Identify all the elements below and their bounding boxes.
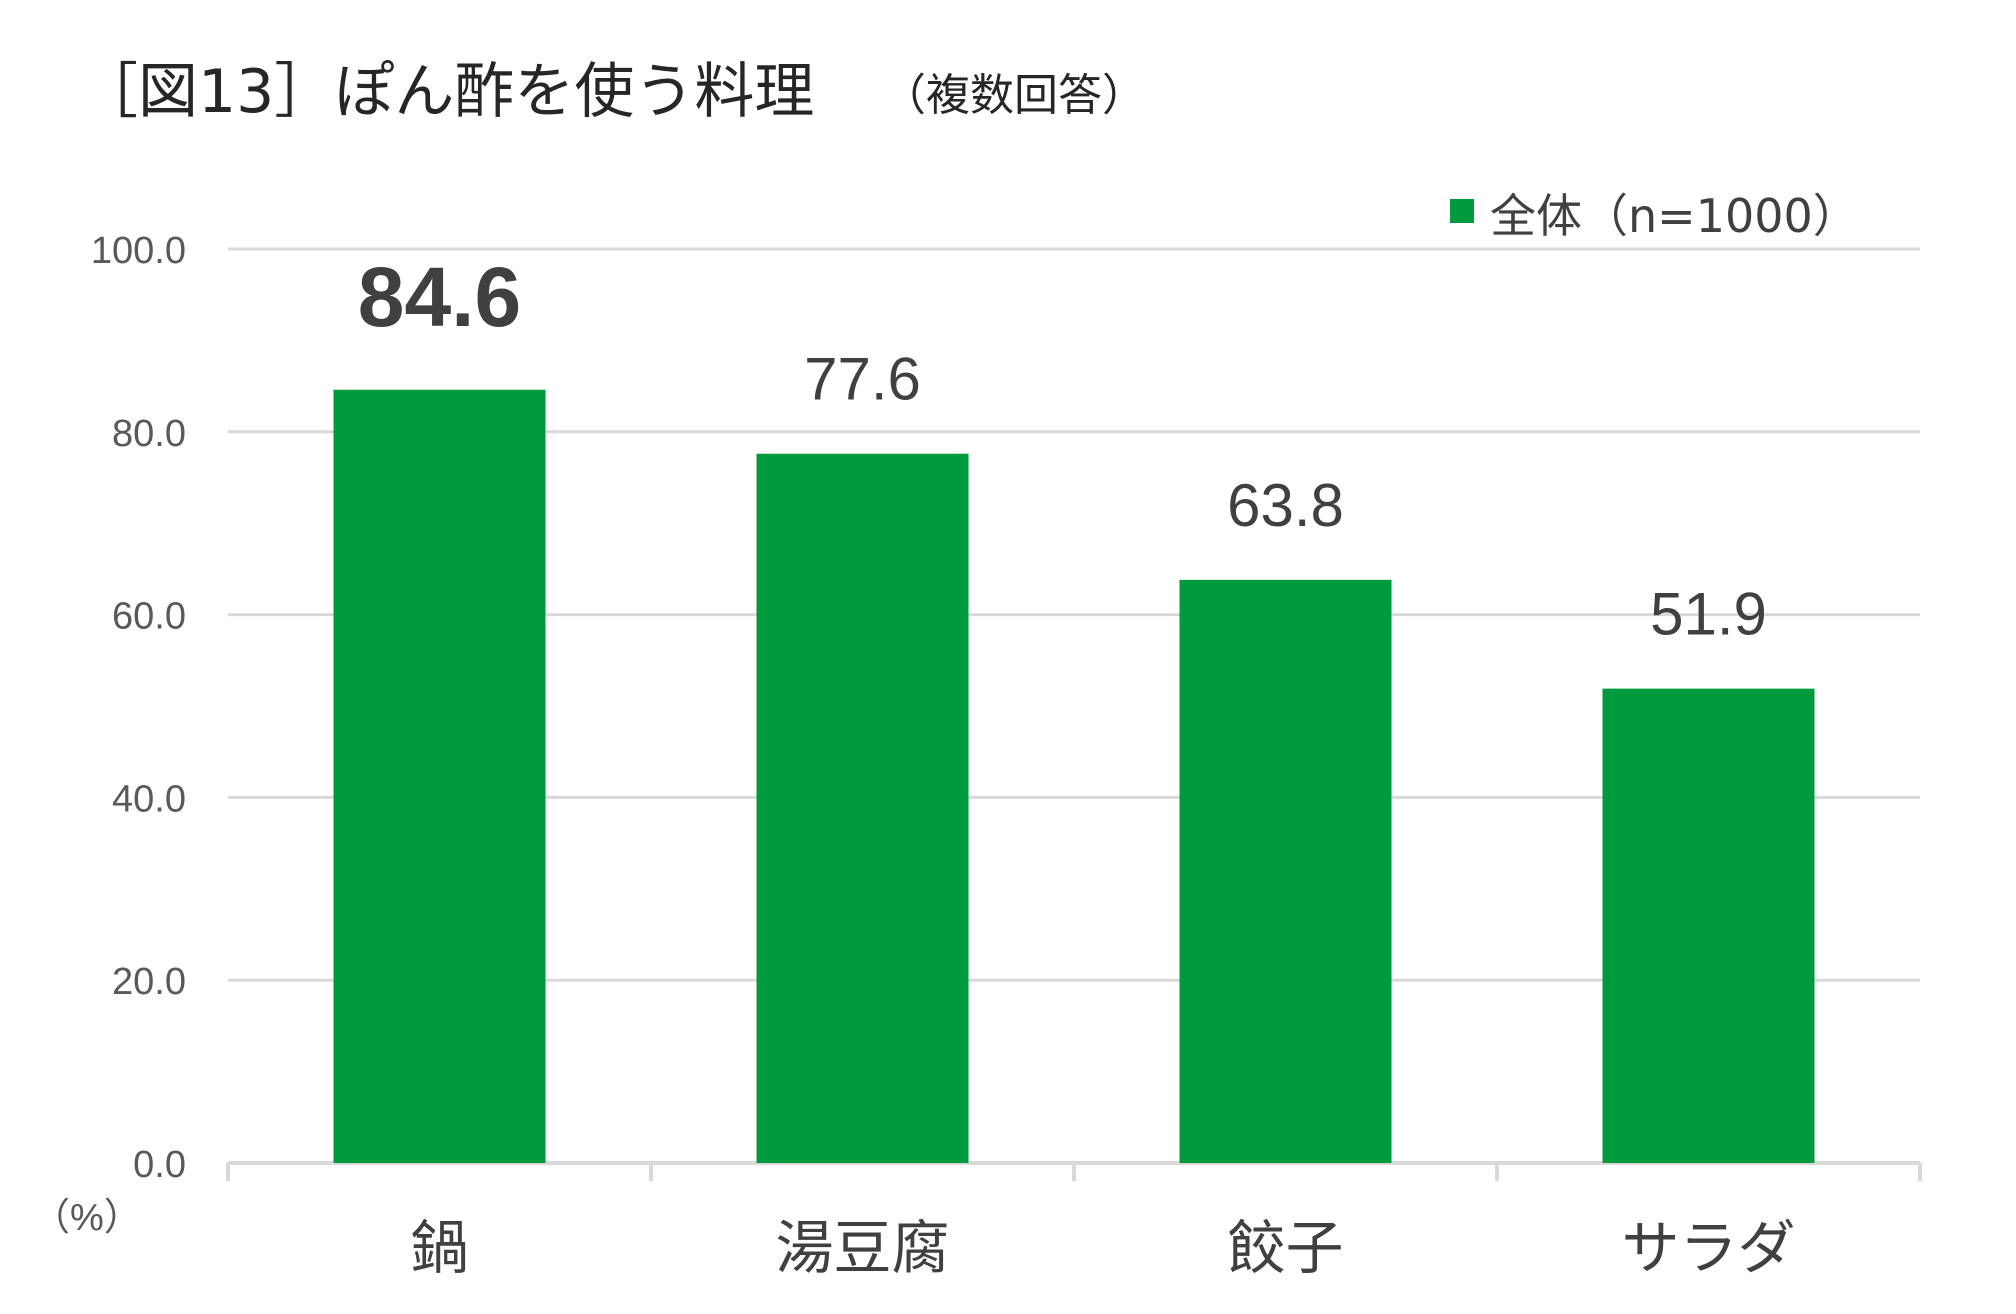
y-axis-unit-label: （%） — [32, 1197, 142, 1239]
chart-title-group: ［図13］ぽん酢を使う料理 （複数回答） — [78, 57, 1146, 127]
data-label: 77.6 — [804, 346, 921, 413]
category-label: 鍋 — [410, 1214, 468, 1282]
bar — [756, 453, 969, 1164]
bar — [1602, 688, 1815, 1163]
chart-subtitle: （複数回答） — [882, 70, 1146, 121]
y-axis-tick-labels: 0.0 20.0 40.0 60.0 80.0 100.0 — [91, 230, 186, 1186]
data-label: 63.8 — [1227, 472, 1344, 539]
data-label: 84.6 — [358, 250, 522, 344]
y-tick-label: 0.0 — [133, 1144, 186, 1186]
category-label: サラダ — [1621, 1214, 1795, 1282]
bar — [1179, 579, 1392, 1163]
bars — [333, 389, 1815, 1164]
category-label: 餃子 — [1227, 1214, 1343, 1282]
bar — [333, 389, 546, 1164]
y-tick-label: 80.0 — [112, 413, 186, 455]
y-tick-label: 20.0 — [112, 961, 186, 1003]
y-tick-label: 40.0 — [112, 778, 186, 820]
data-label: 51.9 — [1650, 581, 1767, 648]
legend-swatch — [1450, 199, 1474, 223]
legend-label: 全体（n=1000） — [1490, 189, 1859, 243]
category-label: 湯豆腐 — [775, 1214, 949, 1282]
y-tick-label: 60.0 — [112, 596, 186, 638]
y-tick-label: 100.0 — [91, 230, 186, 272]
x-axis — [226, 1161, 1922, 1181]
x-axis-category-labels: 鍋 湯豆腐 餃子 サラダ — [410, 1214, 1795, 1282]
data-labels: 84.6 77.6 63.8 51.9 — [358, 250, 1767, 648]
chart-title: ［図13］ぽん酢を使う料理 — [78, 57, 814, 127]
legend: 全体（n=1000） — [1450, 189, 1859, 243]
